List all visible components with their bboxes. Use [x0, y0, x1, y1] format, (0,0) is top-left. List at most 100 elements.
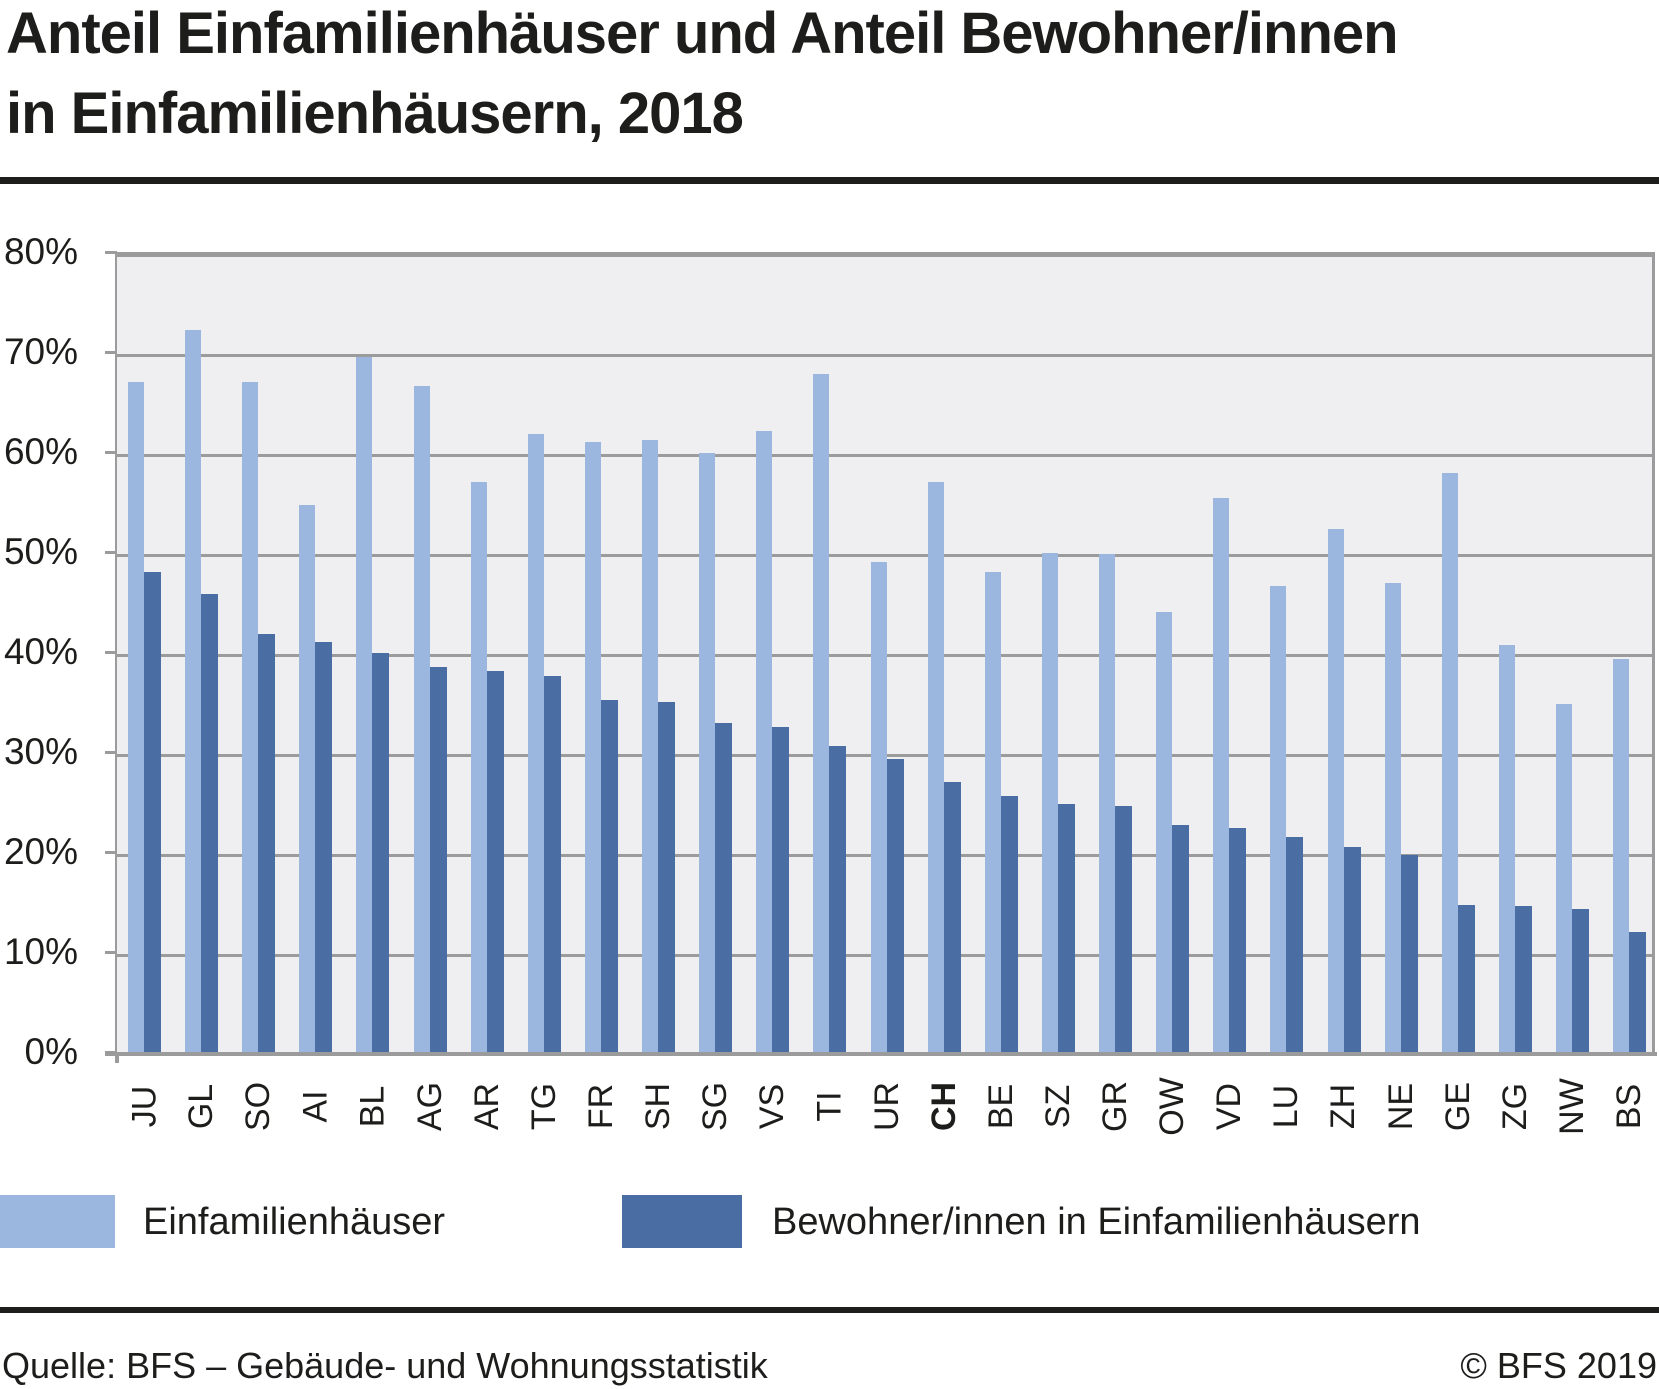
y-tick-label-50%: 50% — [3, 531, 78, 572]
copyright-text: © BFS 2019 — [1460, 1345, 1657, 1386]
bar-light-TI — [813, 374, 830, 1052]
bar-light-JU — [128, 382, 144, 1052]
y-tick-30% — [105, 750, 117, 754]
legend-label-1: Bewohner/innen in Einfamilienhäusern — [772, 1201, 1421, 1243]
x-label-SG: SG — [694, 1060, 738, 1152]
y-tick-40% — [105, 650, 117, 654]
bar-dark-UR — [886, 759, 904, 1052]
bar-light-GR — [1099, 554, 1116, 1052]
bar-dark-ZG — [1514, 906, 1532, 1052]
x-label-LU: LU — [1265, 1060, 1309, 1152]
x-label-text-GE: GE — [1438, 1081, 1477, 1131]
gridline-80 — [117, 253, 1652, 257]
bar-light-FR — [584, 442, 601, 1052]
x-label-VD: VD — [1208, 1060, 1252, 1152]
x-label-text-NE: NE — [1381, 1082, 1420, 1130]
bar-light-SG — [699, 453, 716, 1052]
bar-dark-ZH — [1343, 847, 1361, 1052]
y-tick-label-60%: 60% — [3, 431, 78, 472]
bar-dark-BE — [1000, 796, 1018, 1052]
x-label-text-UR: UR — [867, 1081, 906, 1131]
x-label-text-LU: LU — [1267, 1084, 1306, 1128]
x-label-text-ZG: ZG — [1495, 1082, 1534, 1130]
bar-light-AI — [299, 505, 316, 1052]
x-label-AI: AI — [294, 1060, 338, 1152]
x-label-text-ZH: ZH — [1324, 1083, 1363, 1129]
bar-light-VS — [756, 431, 773, 1052]
bar-dark-BL — [372, 653, 390, 1052]
y-tick-label-10%: 10% — [3, 931, 78, 972]
chart-title-line1: Anteil Einfamilienhäuser und Anteil Bewo… — [6, 1, 1399, 66]
x-label-VS: VS — [751, 1060, 795, 1152]
source-text: Quelle: BFS – Gebäude- und Wohnungsstati… — [2, 1345, 768, 1386]
bar-light-GL — [185, 330, 202, 1052]
gridline-70 — [117, 353, 1652, 357]
x-label-BE: BE — [979, 1060, 1023, 1152]
x-label-text-BL: BL — [353, 1085, 392, 1127]
legend-label-0: Einfamilienhäuser — [143, 1201, 446, 1243]
x-label-CH: CH — [922, 1060, 966, 1152]
y-tick-label-80%: 80% — [3, 231, 78, 272]
bar-light-ZH — [1327, 529, 1344, 1052]
x-label-SZ: SZ — [1036, 1060, 1080, 1152]
bar-dark-VD — [1229, 828, 1247, 1052]
bar-dark-GR — [1115, 806, 1133, 1052]
x-label-SH: SH — [637, 1060, 681, 1152]
bar-dark-AI — [315, 642, 333, 1052]
x-label-text-FR: FR — [581, 1083, 620, 1129]
y-tick-70% — [105, 350, 117, 354]
x-label-BL: BL — [351, 1060, 395, 1152]
y-tick-label-40%: 40% — [3, 631, 78, 672]
y-tick-label-0%: 0% — [24, 1031, 78, 1072]
x-label-text-SH: SH — [639, 1082, 678, 1130]
bar-dark-BS — [1629, 932, 1647, 1052]
x-label-GE: GE — [1436, 1060, 1480, 1152]
y-tick-label-20%: 20% — [3, 831, 78, 872]
y-tick-50% — [105, 550, 117, 554]
title-divider-rule — [0, 177, 1659, 184]
x-label-text-BS: BS — [1610, 1083, 1649, 1129]
x-label-GL: GL — [180, 1060, 224, 1152]
bar-light-SO — [242, 382, 259, 1052]
bar-dark-SZ — [1057, 804, 1075, 1052]
x-label-OW: OW — [1151, 1060, 1195, 1152]
x-label-UR: UR — [865, 1060, 909, 1152]
bar-dark-FR — [600, 700, 618, 1052]
y-tick-label-30%: 30% — [3, 731, 78, 772]
chart-title-line2: in Einfamilienhäusern, 2018 — [6, 81, 744, 146]
bar-dark-GE — [1457, 905, 1475, 1052]
x-label-text-VS: VS — [753, 1083, 792, 1129]
x-label-SO: SO — [237, 1060, 281, 1152]
x-label-text-AI: AI — [296, 1089, 335, 1123]
bar-dark-TG — [543, 676, 561, 1052]
bar-light-BS — [1613, 659, 1630, 1052]
x-label-ZH: ZH — [1322, 1060, 1366, 1152]
y-tick-label-70%: 70% — [3, 331, 78, 372]
x-label-text-TG: TG — [524, 1082, 563, 1130]
y-tick-20% — [105, 850, 117, 854]
bar-light-LU — [1270, 586, 1287, 1052]
bar-light-NE — [1384, 583, 1401, 1052]
bar-dark-NW — [1572, 909, 1589, 1052]
bar-light-TG — [527, 434, 544, 1052]
bar-light-NW — [1556, 704, 1572, 1052]
gridline-60 — [117, 453, 1652, 457]
x-label-text-AG: AG — [410, 1081, 449, 1131]
x-label-text-SZ: SZ — [1038, 1084, 1077, 1128]
bar-dark-NE — [1400, 855, 1418, 1052]
y-tick-60% — [105, 450, 117, 454]
bar-light-CH — [927, 482, 944, 1052]
y-tick-10% — [105, 950, 117, 954]
bar-chart: 0% 10% 20% 30% 40% 50% 60% 70% 80% — [0, 233, 1659, 1070]
x-label-text-TI: TI — [810, 1090, 849, 1122]
x-label-text-JU: JU — [125, 1085, 163, 1127]
bar-light-BE — [984, 572, 1001, 1052]
bar-light-AG — [413, 386, 430, 1052]
legend-swatch-1 — [622, 1195, 742, 1248]
y-tick-80% — [105, 250, 117, 254]
x-label-text-SG: SG — [696, 1081, 735, 1131]
bar-dark-SG — [715, 723, 733, 1052]
bar-light-UR — [870, 562, 887, 1052]
bar-light-GE — [1441, 473, 1458, 1052]
x-label-text-BE: BE — [981, 1083, 1020, 1129]
